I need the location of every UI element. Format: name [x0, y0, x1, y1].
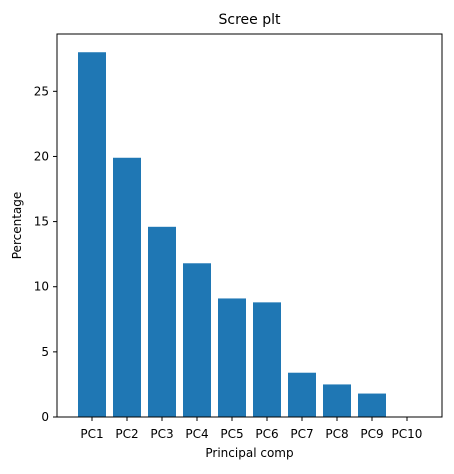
- chart-title: Scree plt: [219, 12, 281, 28]
- x-tick-label: PC6: [255, 427, 278, 441]
- y-axis-ticks: 0 5 10 15 20 25: [34, 84, 57, 424]
- x-tick-label: PC3: [150, 427, 173, 441]
- y-tick-label: 25: [34, 84, 49, 98]
- x-tick-label: PC4: [185, 427, 208, 441]
- bar-pc4: [183, 263, 211, 417]
- y-tick-label: 15: [34, 215, 49, 229]
- bar-pc2: [113, 157, 141, 417]
- y-tick-label: 5: [41, 345, 49, 359]
- x-axis-label: Principal comp: [205, 446, 293, 460]
- plot-frame: [56, 33, 443, 418]
- x-tick-label: PC5: [220, 427, 243, 441]
- x-tick-label: PC10: [392, 427, 423, 441]
- x-tick-label: PC7: [290, 427, 313, 441]
- x-tick-label: PC2: [115, 427, 138, 441]
- x-tick-label: PC8: [325, 427, 348, 441]
- bar-pc8: [323, 384, 351, 417]
- y-tick-label: 0: [41, 410, 49, 424]
- bars-group: [78, 52, 386, 418]
- bar-pc1: [78, 52, 106, 418]
- bar-pc6: [253, 302, 281, 417]
- bar-pc9: [358, 393, 386, 417]
- y-tick-label: 20: [34, 149, 49, 163]
- x-tick-label: PC1: [80, 427, 103, 441]
- x-axis-ticks: PC1 PC2 PC3 PC4 PC5 PC6 PC7 PC8 PC9 PC10: [80, 417, 422, 441]
- x-tick-label: PC9: [360, 427, 383, 441]
- y-axis-label: Percentage: [10, 192, 24, 260]
- y-tick-label: 10: [34, 280, 49, 294]
- bar-pc3: [148, 226, 176, 417]
- bar-pc5: [218, 298, 246, 417]
- bar-pc7: [288, 372, 316, 417]
